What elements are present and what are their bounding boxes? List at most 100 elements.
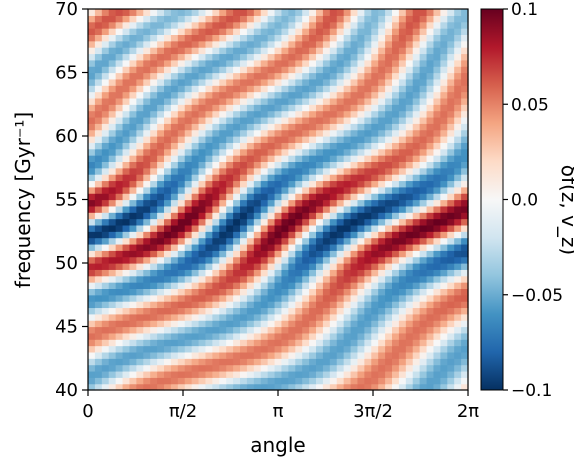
heatmap-cell — [157, 186, 165, 194]
heatmap-cell — [433, 212, 441, 220]
heatmap-cell — [329, 288, 338, 296]
heatmap-cell — [392, 142, 400, 150]
heatmap-cell — [143, 269, 151, 277]
heatmap-cell — [136, 15, 144, 23]
heatmap-cell — [412, 377, 421, 385]
heatmap-cell — [281, 59, 289, 67]
heatmap-cell — [240, 243, 248, 251]
heatmap-cell — [122, 269, 131, 277]
heatmap-cell — [191, 345, 200, 353]
heatmap-cell — [316, 243, 324, 251]
heatmap-cell — [136, 116, 144, 124]
heatmap-cell — [385, 78, 393, 86]
heatmap-cell — [302, 332, 310, 340]
heatmap-cell — [94, 104, 103, 112]
heatmap-cell — [240, 237, 248, 245]
heatmap-cell — [343, 85, 352, 93]
heatmap-cell — [115, 161, 124, 169]
heatmap-cell — [143, 47, 151, 55]
heatmap-cell — [302, 40, 310, 48]
heatmap-cell — [454, 256, 462, 264]
heatmap-cell — [115, 9, 124, 16]
heatmap-cell — [143, 294, 151, 302]
heatmap-cell — [253, 85, 262, 93]
heatmap-cell — [329, 148, 338, 156]
heatmap-cell — [440, 161, 448, 169]
heatmap-cell — [350, 186, 359, 194]
heatmap-cell — [309, 9, 317, 16]
heatmap-cell — [288, 377, 296, 385]
heatmap-cell — [371, 78, 379, 86]
heatmap-cell — [170, 155, 179, 162]
heatmap-cell — [461, 142, 469, 150]
heatmap-cell — [170, 142, 179, 150]
heatmap-cell — [419, 180, 428, 188]
heatmap-cell — [170, 358, 179, 366]
heatmap-cell — [329, 97, 338, 105]
heatmap-cell — [198, 136, 207, 143]
heatmap-cell — [108, 237, 117, 245]
heatmap-cell — [385, 110, 393, 118]
heatmap-cell — [447, 53, 455, 61]
heatmap-cell — [108, 21, 117, 29]
heatmap-cell — [302, 205, 310, 213]
heatmap-cell — [226, 332, 234, 340]
x-tick-label: π/2 — [169, 401, 197, 422]
heatmap-cell — [88, 142, 96, 150]
heatmap-cell — [419, 282, 428, 289]
heatmap-cell — [343, 275, 352, 283]
heatmap-cell — [288, 53, 296, 61]
heatmap-cell — [108, 123, 117, 131]
heatmap-cell — [164, 383, 172, 391]
heatmap-cell — [233, 364, 241, 372]
heatmap-cell — [177, 212, 186, 220]
heatmap-cell — [357, 59, 365, 67]
heatmap-cell — [281, 205, 289, 213]
heatmap-cell — [150, 28, 158, 35]
heatmap-cell — [212, 97, 220, 105]
heatmap-cell — [198, 15, 207, 23]
heatmap-cell — [136, 66, 144, 74]
heatmap-cell — [454, 364, 462, 372]
heatmap-cell — [419, 250, 428, 258]
heatmap-cell — [378, 167, 386, 175]
heatmap-cell — [143, 212, 151, 220]
heatmap-cell — [385, 313, 393, 321]
heatmap-cell — [371, 136, 379, 143]
heatmap-cell — [115, 205, 124, 213]
heatmap-cell — [184, 332, 193, 340]
heatmap-cell — [329, 136, 338, 143]
heatmap-cell — [281, 40, 289, 48]
heatmap-cell — [177, 326, 186, 334]
heatmap-cell — [115, 326, 124, 334]
heatmap-cell — [164, 129, 172, 137]
heatmap-cell — [454, 250, 462, 258]
heatmap-cell — [357, 326, 365, 334]
heatmap-cell — [329, 250, 338, 258]
heatmap-cell — [129, 155, 137, 162]
heatmap-cell — [253, 345, 262, 353]
heatmap-cell — [302, 123, 310, 131]
heatmap-cell — [267, 47, 276, 55]
heatmap-cell — [129, 237, 137, 245]
heatmap-cell — [322, 21, 331, 29]
heatmap-cell — [122, 34, 131, 42]
heatmap-cell — [350, 332, 359, 340]
heatmap-cell — [212, 231, 220, 239]
heatmap-cell — [240, 218, 248, 226]
heatmap-cell — [274, 231, 283, 239]
heatmap-cell — [309, 383, 317, 391]
heatmap-cell — [316, 364, 324, 372]
heatmap-cell — [412, 205, 421, 213]
heatmap-cell — [88, 104, 96, 112]
heatmap-cell — [164, 28, 172, 35]
heatmap-cell — [447, 34, 455, 42]
heatmap-cell — [385, 307, 393, 315]
heatmap-cell — [226, 72, 234, 80]
heatmap-cell — [405, 34, 414, 42]
heatmap-cell — [385, 364, 393, 372]
heatmap-cell — [157, 129, 165, 137]
heatmap-cell — [240, 288, 248, 296]
heatmap-cell — [122, 205, 131, 213]
heatmap-cell — [226, 250, 234, 258]
